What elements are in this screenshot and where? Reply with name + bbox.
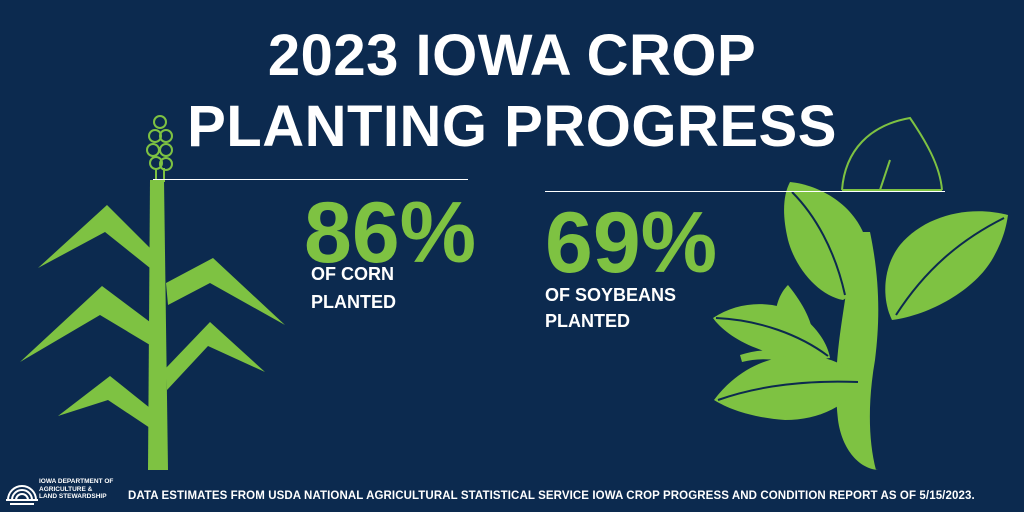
logo-line3: LAND STEWARDSHIP [39, 493, 107, 500]
soybean-percent: 69% [545, 195, 718, 291]
logo-line2: AGRICULTURE & [39, 485, 93, 493]
page-title-line1: 2023 IOWA CROP [267, 23, 757, 88]
soybean-divider [545, 191, 945, 192]
corn-label-line2: PLANTED [311, 292, 396, 312]
page-title-line2: PLANTING PROGRESS [187, 94, 837, 159]
logo-text: IOWA DEPARTMENT OF AGRICULTURE & LAND ST… [39, 478, 113, 501]
corn-percent: 86% [304, 185, 477, 281]
corn-divider [153, 179, 468, 180]
soybean-label-line2: PLANTED [545, 311, 630, 331]
soybean-label-line1: OF SOYBEANS [545, 285, 677, 305]
footer-source-note: DATA ESTIMATES FROM USDA NATIONAL AGRICU… [128, 490, 975, 502]
logo-line1: IOWA DEPARTMENT OF [39, 478, 114, 485]
corn-label-line1: OF CORN [311, 264, 394, 284]
